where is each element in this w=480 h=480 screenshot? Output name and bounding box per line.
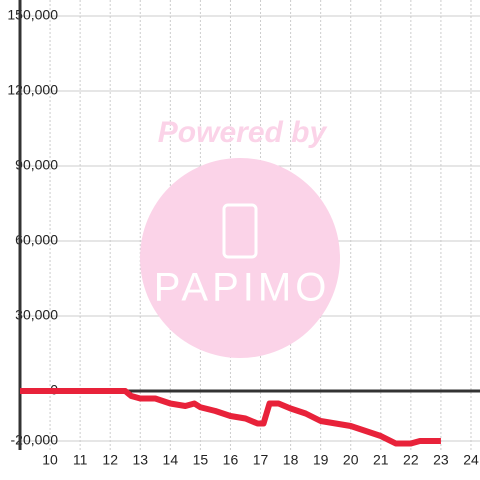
x-tick-label: 20 bbox=[343, 452, 359, 468]
x-tick-label: 18 bbox=[283, 452, 299, 468]
y-tick-label: 150,000 bbox=[7, 7, 58, 23]
y-tick-label: -20,000 bbox=[11, 432, 59, 448]
x-tick-label: 12 bbox=[102, 452, 118, 468]
watermark-text: Powered by bbox=[158, 116, 328, 149]
x-tick-label: 14 bbox=[163, 452, 179, 468]
watermark-icon bbox=[222, 203, 258, 259]
x-tick-label: 16 bbox=[223, 452, 239, 468]
y-tick-label: 90,000 bbox=[15, 157, 58, 173]
x-tick-label: 11 bbox=[73, 452, 88, 468]
x-tick-label: 19 bbox=[313, 452, 329, 468]
y-tick-label: 30,000 bbox=[15, 307, 58, 323]
data-line bbox=[20, 388, 441, 447]
x-tick-label: 21 bbox=[373, 452, 389, 468]
x-tick-label: 23 bbox=[433, 452, 449, 468]
x-tick-label: 17 bbox=[253, 452, 269, 468]
x-tick-label: 13 bbox=[132, 452, 148, 468]
x-tick-label: 24 bbox=[463, 452, 479, 468]
x-tick-label: 22 bbox=[403, 452, 419, 468]
x-tick-label: 15 bbox=[193, 452, 209, 468]
y-tick-label: 60,000 bbox=[15, 232, 58, 248]
y-tick-label: 120,000 bbox=[7, 82, 58, 98]
watermark-text: PAPIMO bbox=[154, 266, 331, 310]
x-tick-label: 10 bbox=[42, 452, 58, 468]
